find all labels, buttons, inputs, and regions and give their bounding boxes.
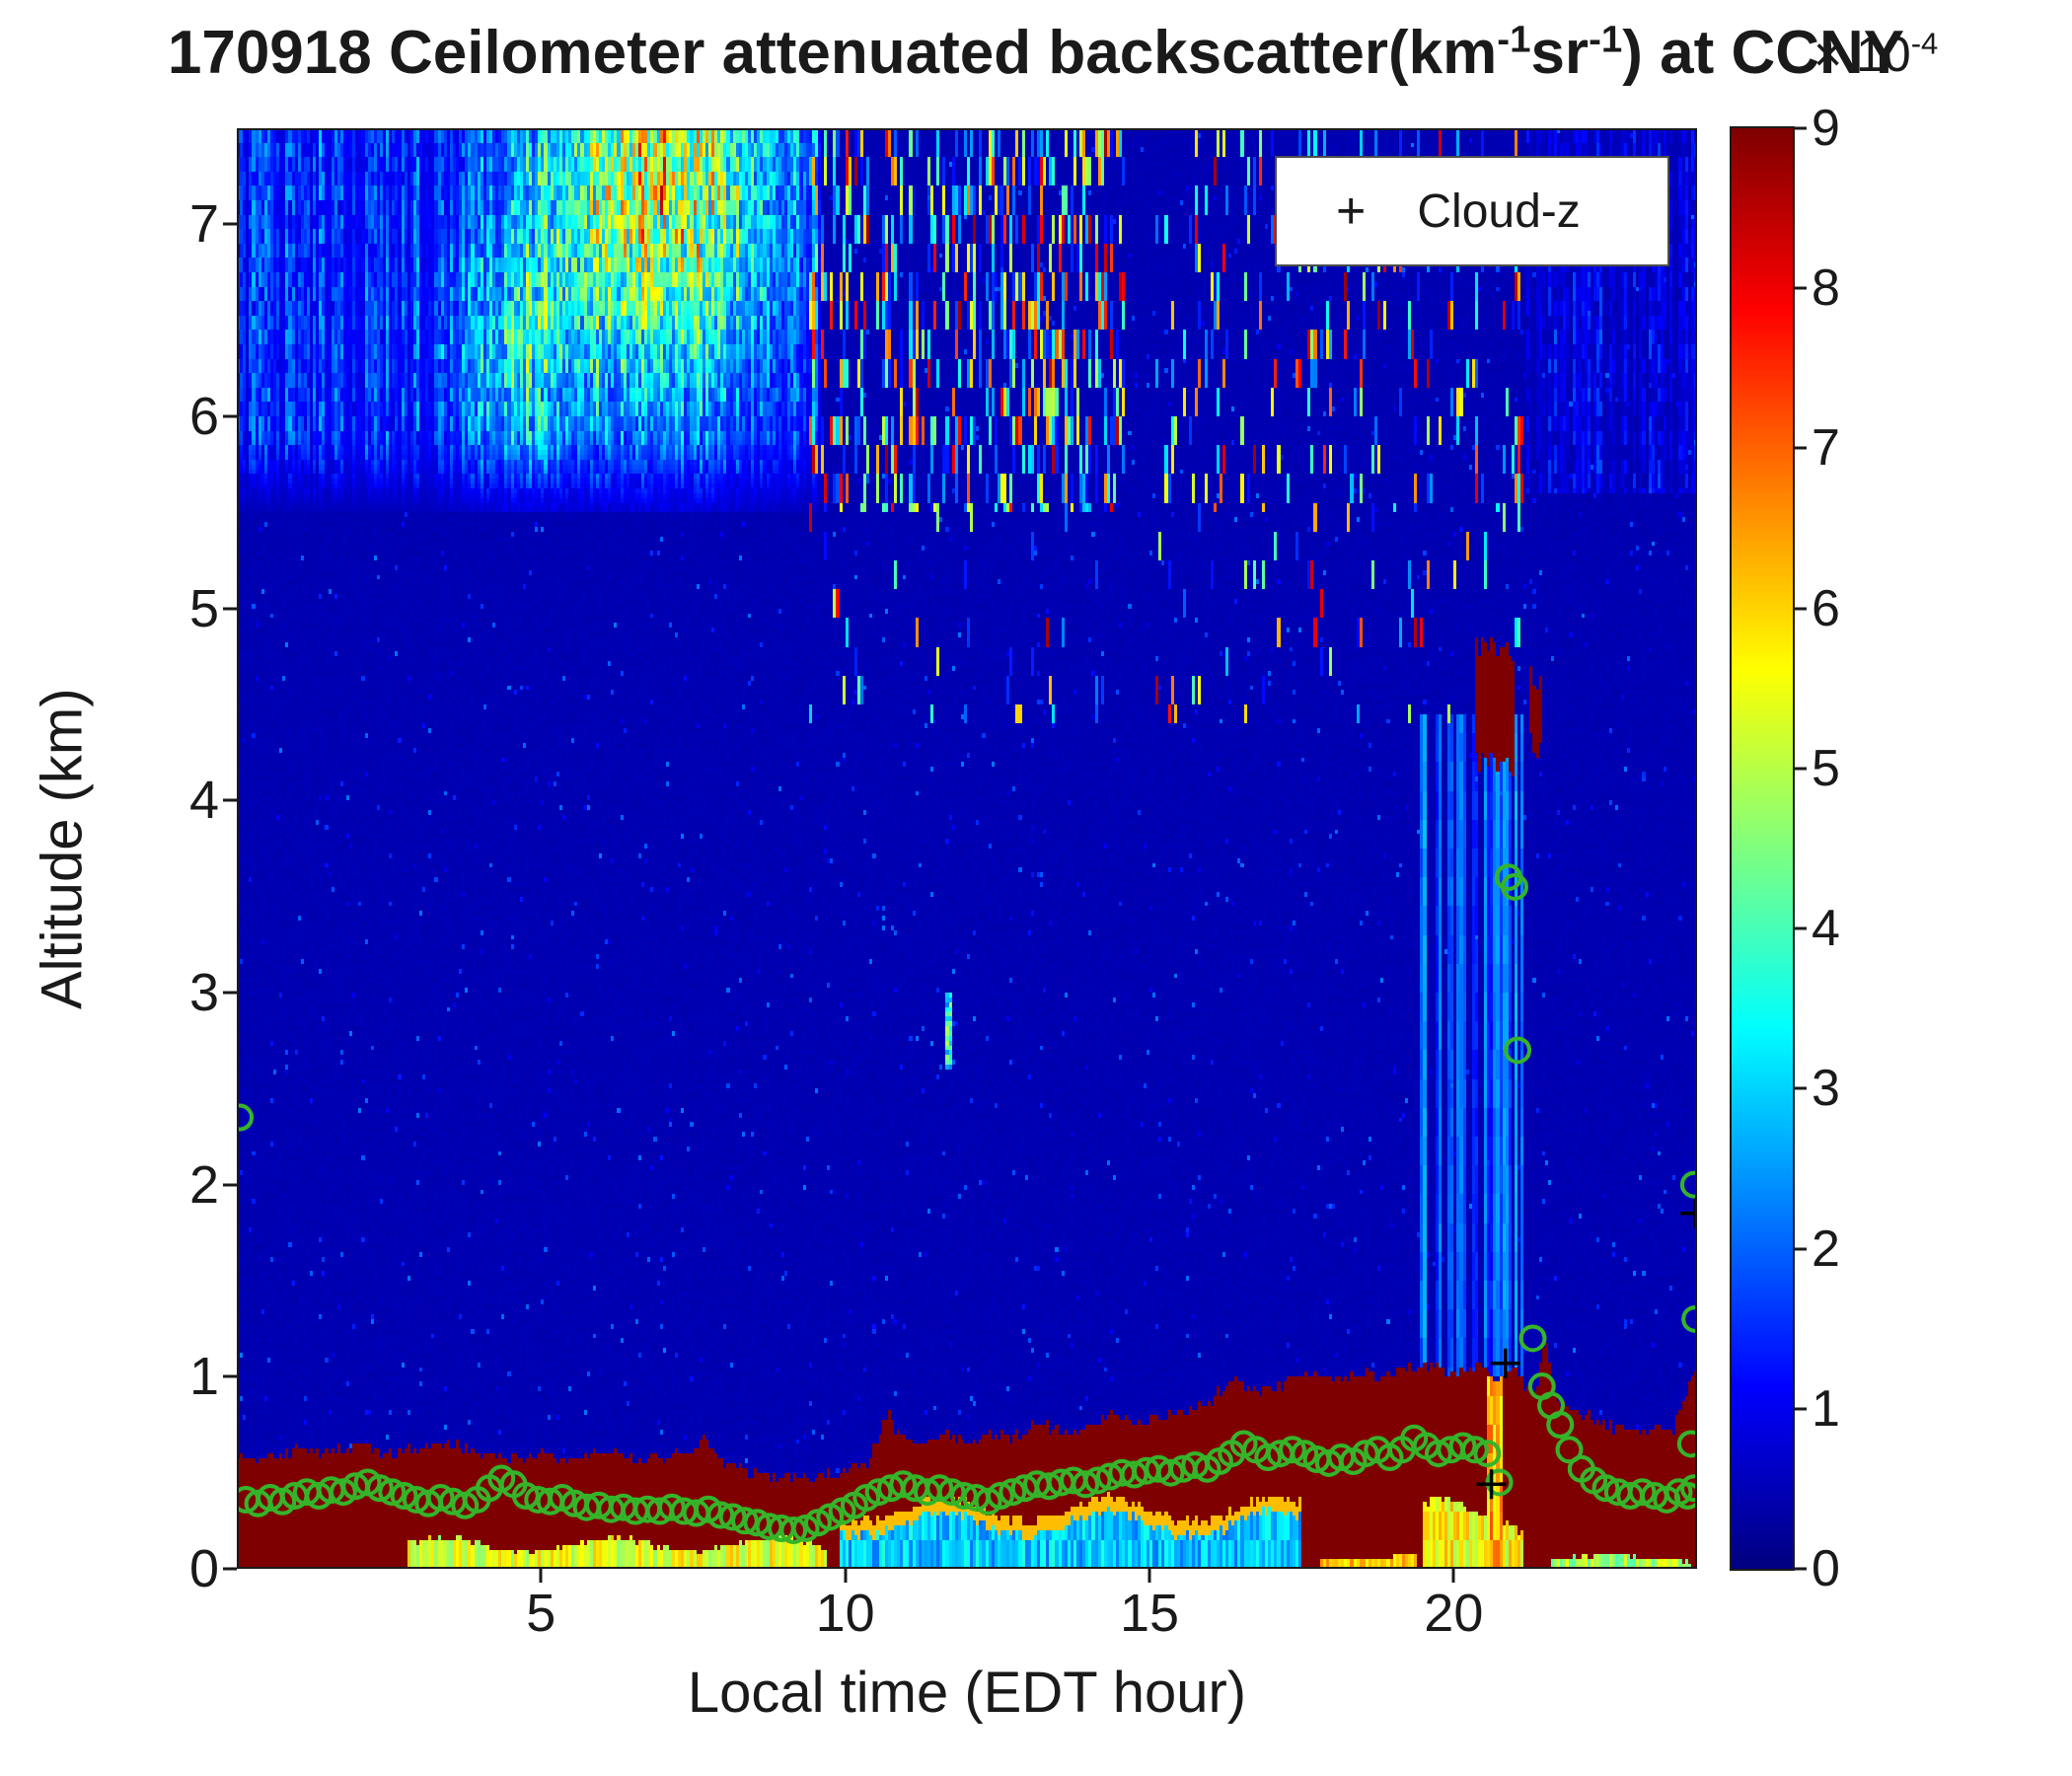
colorbar-tick-label: 9: [1812, 100, 1840, 157]
colorbar-tick-label: 6: [1812, 579, 1840, 637]
colorbar-tick-mark: [1795, 126, 1807, 130]
colorbar-tick-label: 1: [1812, 1379, 1840, 1438]
y-tick-mark: [223, 414, 237, 418]
colorbar-tick-mark: [1795, 1086, 1807, 1090]
colorbar-canvas: [1730, 126, 1795, 1571]
legend-plus-marker: +: [1336, 183, 1367, 240]
chart-title: 170918 Ceilometer attenuated backscatter…: [0, 18, 2072, 88]
x-tick-label: 10: [815, 1584, 875, 1643]
x-tick-mark: [844, 1569, 848, 1583]
y-tick-label: 0: [188, 1539, 219, 1598]
y-tick-mark: [223, 1567, 237, 1571]
title-superscript: -1: [1589, 18, 1623, 61]
colorbar-tick-mark: [1795, 926, 1807, 930]
y-tick-label: 6: [188, 387, 219, 446]
x-tick-mark: [539, 1569, 543, 1583]
y-tick-label: 7: [188, 194, 219, 255]
heatmap-plot-canvas: [237, 128, 1697, 1569]
y-tick-mark: [223, 991, 237, 995]
colorbar-tick-mark: [1795, 607, 1807, 611]
y-tick-mark: [223, 222, 237, 226]
x-axis-label: Local time (EDT hour): [687, 1661, 1247, 1725]
legend-label: Cloud-z: [1417, 185, 1581, 238]
multiplier-base: × 10: [1813, 27, 1911, 82]
x-tick-label: 15: [1119, 1584, 1180, 1643]
colorbar-tick-label: 5: [1812, 739, 1840, 797]
x-tick-label: 20: [1424, 1584, 1484, 1643]
colorbar-tick-label: 4: [1812, 900, 1840, 958]
title-superscript: -1: [1497, 18, 1531, 61]
legend-box: + Cloud-z: [1275, 156, 1669, 266]
colorbar-tick-label: 3: [1812, 1060, 1840, 1118]
colorbar-tick-label: 8: [1812, 259, 1840, 318]
y-tick-mark: [223, 798, 237, 802]
y-tick-label: 1: [188, 1347, 219, 1407]
colorbar-tick-mark: [1795, 1567, 1807, 1571]
colorbar-tick-label: 0: [1812, 1540, 1840, 1597]
title-text: 170918 Ceilometer attenuated backscatter…: [167, 19, 1498, 87]
y-tick-mark: [223, 1183, 237, 1187]
x-tick-mark: [1147, 1569, 1151, 1583]
colorbar-multiplier: × 10-4: [1813, 26, 1938, 83]
y-tick-label: 4: [188, 771, 219, 831]
colorbar-tick-mark: [1795, 446, 1807, 450]
title-text: sr: [1530, 19, 1590, 87]
colorbar-tick-mark: [1795, 767, 1807, 771]
colorbar-tick-label: 2: [1812, 1220, 1840, 1278]
colorbar-tick-mark: [1795, 1407, 1807, 1411]
colorbar-tick-mark: [1795, 286, 1807, 290]
multiplier-exponent: -4: [1910, 26, 1939, 61]
y-tick-label: 3: [188, 963, 219, 1022]
y-tick-mark: [223, 1374, 237, 1378]
y-tick-mark: [223, 607, 237, 611]
colorbar-tick-mark: [1795, 1247, 1807, 1251]
colorbar-tick-label: 7: [1812, 419, 1840, 478]
y-tick-label: 2: [188, 1154, 219, 1215]
x-tick-label: 5: [526, 1584, 556, 1643]
y-tick-label: 5: [188, 578, 219, 638]
x-tick-mark: [1451, 1569, 1455, 1583]
y-axis-label: Altitude (km): [30, 688, 95, 1009]
title-text: ) at CCNY: [1622, 19, 1905, 87]
